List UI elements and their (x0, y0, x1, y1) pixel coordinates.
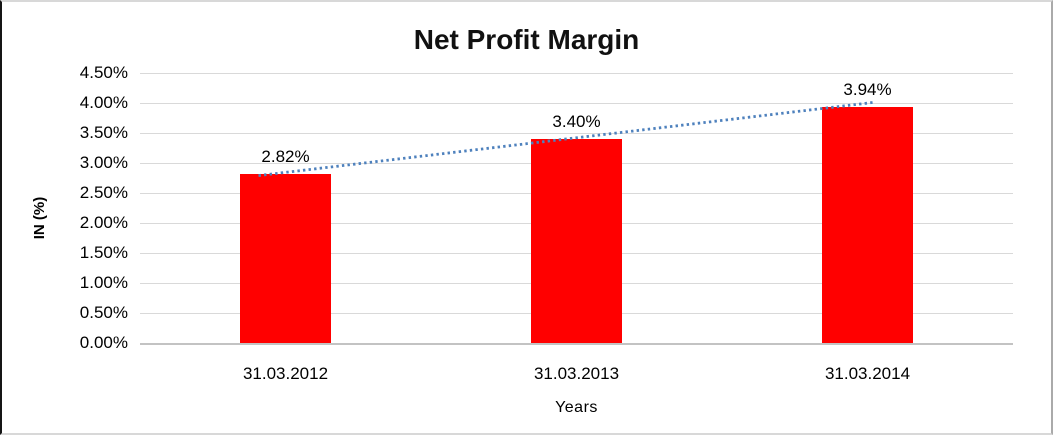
x-category-label: 31.03.2012 (242, 364, 329, 383)
x-axis-line (140, 343, 1013, 345)
chart-title: Net Profit Margin (413, 24, 640, 55)
y-gridline (140, 73, 1013, 74)
x-category-label: 31.03.2014 (824, 364, 911, 383)
y-tick-label: 3.50% (79, 123, 128, 142)
bar (240, 173, 331, 343)
bar-data-label: 2.82% (261, 146, 310, 166)
y-tick-label: 3.00% (79, 153, 128, 172)
y-tick-label: 2.50% (79, 183, 128, 202)
y-gridline (140, 133, 1013, 134)
bar (531, 139, 622, 343)
x-axis-title: Years (555, 399, 598, 416)
y-tick-label: 4.00% (79, 93, 128, 112)
bar-data-label: 3.94% (843, 79, 892, 99)
y-tick-label: 4.50% (79, 63, 128, 82)
bar (822, 106, 913, 343)
bar-data-label: 3.40% (552, 112, 601, 131)
trendline (258, 101, 874, 177)
y-tick-label: 1.50% (79, 243, 128, 262)
x-category-label: 31.03.2013 (533, 364, 620, 383)
y-tick-label: 1.00% (79, 273, 128, 292)
y-tick-label: 0.50% (79, 303, 128, 322)
y-tick-label: 2.00% (79, 213, 128, 232)
y-gridline (140, 103, 1013, 104)
y-tick-label: 0.00% (79, 333, 128, 352)
